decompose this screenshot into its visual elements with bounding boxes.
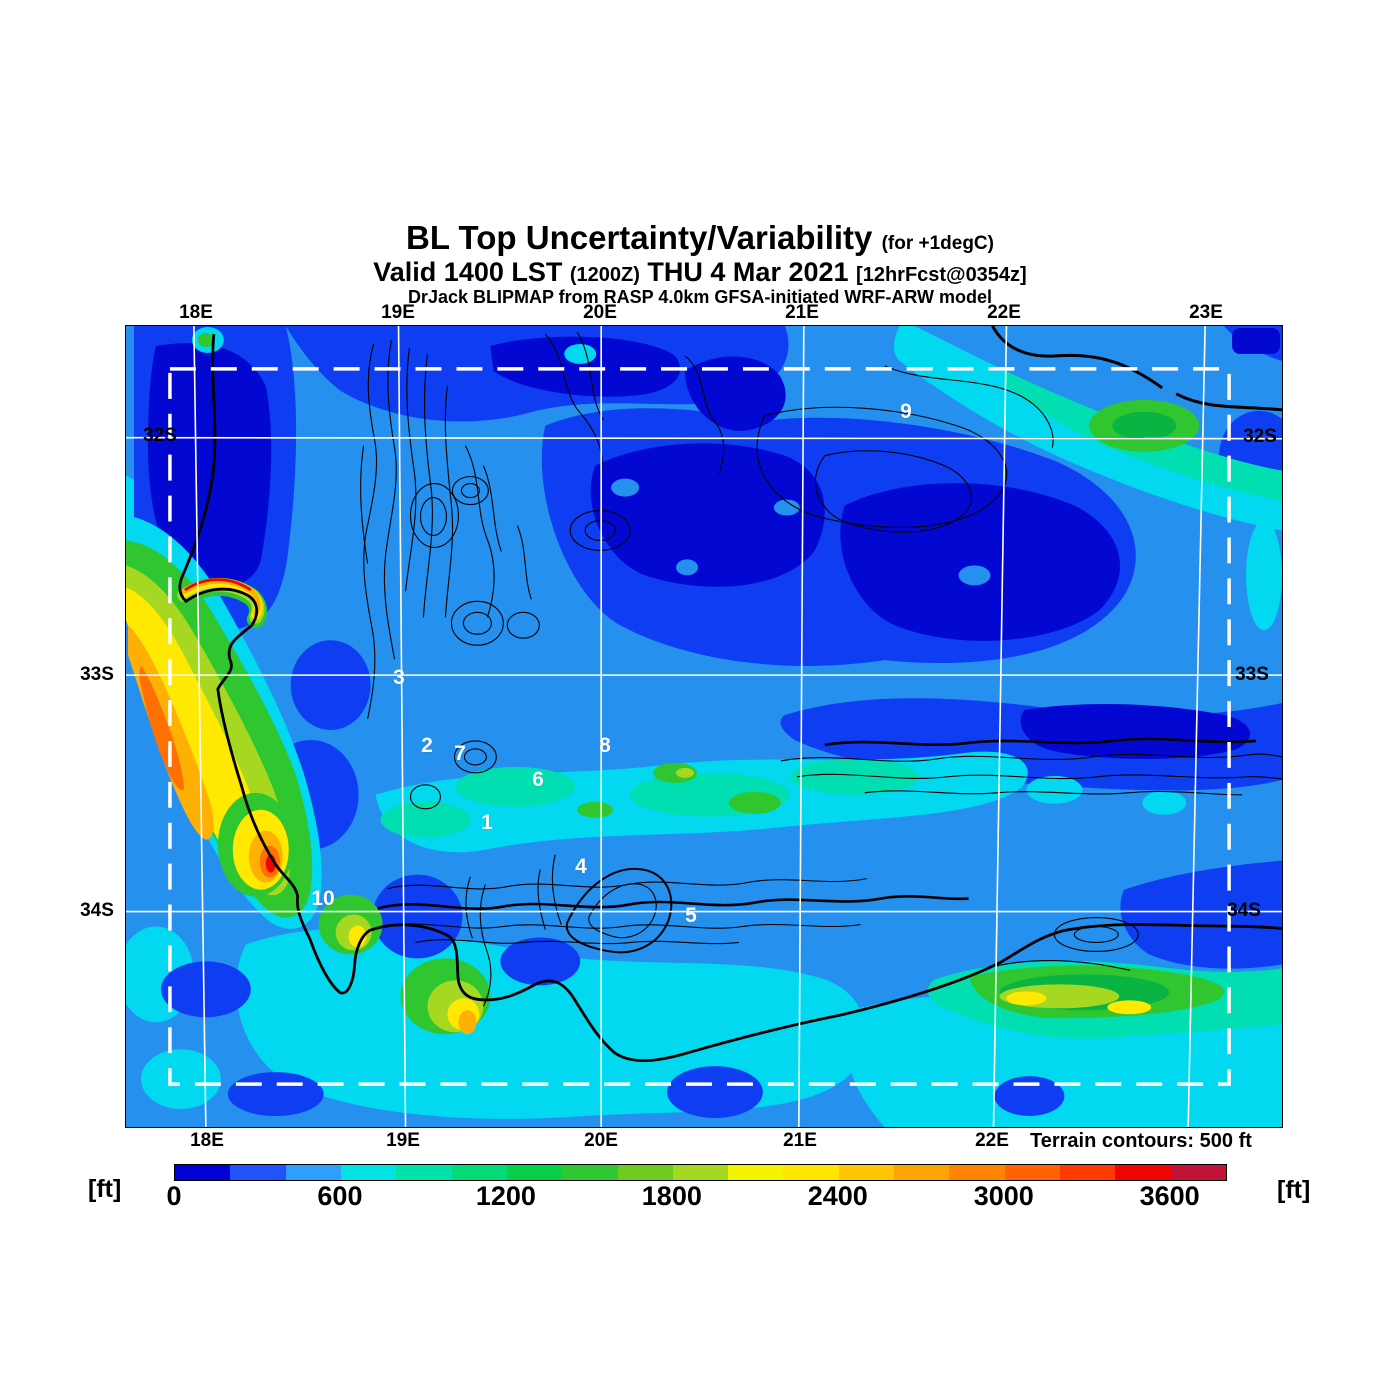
forecast-run-info: [12hrFcst@0354z] — [856, 263, 1027, 286]
colorbar-segment — [617, 1165, 673, 1180]
colorbar-segment — [396, 1165, 452, 1180]
axis-label-top-19e: 19E — [381, 302, 415, 323]
terrain-contours-note: Terrain contours: 500 ft — [1030, 1130, 1252, 1152]
terrain-contours — [360, 326, 1282, 1007]
colorbar-ticks: 0 600 1200 1800 2400 3000 3600 — [0, 1181, 1400, 1211]
graticule — [126, 326, 1282, 1127]
waypoint-label-10: 10 — [311, 887, 335, 910]
axis-label-right-34s: 34S — [1227, 900, 1261, 921]
axis-label-left-32s: 32S — [143, 425, 177, 446]
title-main: BL Top Uncertainty/Variability — [406, 219, 873, 256]
map-canvas — [126, 326, 1282, 1127]
colorbar-segment — [1060, 1165, 1116, 1180]
title-block: BL Top Uncertainty/Variability (for +1de… — [0, 220, 1400, 307]
axis-label-bottom-18e: 18E — [190, 1130, 224, 1151]
legend-unit-right: [ft] — [1277, 1176, 1311, 1204]
map-bottomright-band — [927, 960, 1282, 1039]
model-credit-line: DrJack BLIPMAP from RASP 4.0km GFSA-init… — [407, 286, 993, 307]
waypoint-label-6: 6 — [532, 768, 544, 791]
axis-label-top-21e: 21E — [785, 302, 819, 323]
colorbar — [174, 1164, 1227, 1181]
waypoint-label-2: 2 — [421, 734, 433, 757]
waypoint-label-1: 1 — [481, 811, 493, 834]
waypoint-label-4: 4 — [575, 855, 587, 878]
waypoint-label-3: 3 — [393, 666, 405, 689]
colorbar-segment — [894, 1165, 950, 1180]
colorbar-tick-label: 2400 — [807, 1181, 868, 1211]
colorbar-tick-label: 0 — [166, 1181, 182, 1211]
waypoint-label-7: 7 — [454, 742, 466, 765]
axis-label-left-33s: 33S — [80, 664, 114, 685]
colorbar-tick-label: 600 — [317, 1181, 363, 1211]
valid-time-line: Valid 1400 LST (1200Z) THU 4 Mar 2021 [1… — [0, 256, 1400, 287]
colorbar-segment — [1170, 1165, 1226, 1180]
legend-unit-left: [ft] — [88, 1175, 122, 1203]
colorbar-segment — [1004, 1165, 1060, 1180]
waypoint-label-5: 5 — [685, 904, 697, 927]
coastline — [178, 333, 1282, 1063]
valid-time: Valid 1400 LST — [373, 256, 563, 287]
colorbar-segment — [340, 1165, 397, 1180]
colorbar-segment — [672, 1165, 729, 1180]
colorbar-segment — [1115, 1165, 1171, 1180]
axis-label-bottom-20e: 20E — [584, 1130, 618, 1151]
colorbar-segment — [506, 1165, 563, 1180]
weather-map: 9 3 2 7 8 6 1 4 5 10 — [125, 325, 1283, 1128]
title-note: (for +1degC) — [881, 233, 994, 254]
colorbar-segment — [728, 1165, 784, 1180]
domain-boundary — [168, 367, 1231, 1086]
axis-label-bottom-22e: 22E — [975, 1130, 1009, 1151]
waypoint-label-9: 9 — [900, 400, 912, 423]
axis-label-top-22e: 22E — [987, 302, 1021, 323]
axis-label-top-20e: 20E — [583, 302, 617, 323]
colorbar-segment — [451, 1165, 507, 1180]
colorbar-segment — [838, 1165, 895, 1180]
colorbar-tick-label: 3600 — [1139, 1181, 1200, 1211]
colorbar-segment — [562, 1165, 618, 1180]
colorbar-tick-label: 1200 — [475, 1181, 536, 1211]
page-title: BL Top Uncertainty/Variability (for +1de… — [0, 220, 1400, 256]
axis-label-top-18e: 18E — [179, 302, 213, 323]
colorbar-segment — [285, 1165, 341, 1180]
colorbar-segment — [230, 1165, 286, 1180]
valid-date: THU 4 Mar 2021 — [647, 256, 849, 287]
map-south-hotspots — [318, 894, 491, 1035]
axis-label-bottom-21e: 21E — [783, 1130, 817, 1151]
map-central-band — [375, 751, 1187, 853]
colorbar-tick-label: 3000 — [973, 1181, 1034, 1211]
axis-label-top-23e: 23E — [1189, 302, 1223, 323]
waypoint-label-8: 8 — [599, 734, 611, 757]
colorbar-segment — [783, 1165, 839, 1180]
map-top-hotspot — [191, 326, 224, 353]
axis-label-right-33s: 33S — [1235, 664, 1269, 685]
colorbar-tick-label: 1800 — [641, 1181, 702, 1211]
valid-time-utc: (1200Z) — [569, 263, 640, 286]
colorbar-segment — [175, 1165, 231, 1180]
axis-label-bottom-19e: 19E — [386, 1130, 420, 1151]
colorbar-segment — [949, 1165, 1005, 1180]
axis-label-left-34s: 34S — [80, 900, 114, 921]
axis-label-right-32s: 32S — [1243, 426, 1277, 447]
map-darkblue-cores — [147, 327, 1281, 759]
